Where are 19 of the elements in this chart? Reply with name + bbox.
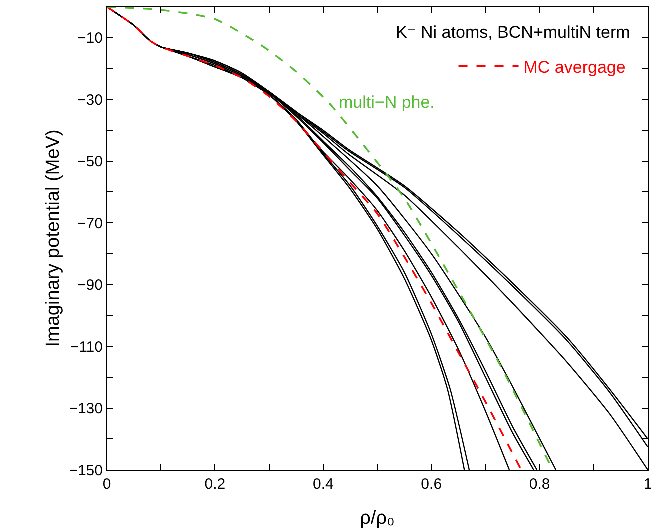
y-tick-label: −130 bbox=[69, 400, 103, 418]
y-tick-label: −70 bbox=[78, 215, 103, 232]
annotation: K⁻ Ni atoms, BCN+multiN term bbox=[396, 23, 630, 42]
y-tick-label: −110 bbox=[70, 338, 103, 356]
x-tick-label: 1 bbox=[644, 476, 652, 493]
series-label: multi−N phe. bbox=[339, 93, 435, 112]
x-tick-label: 0.4 bbox=[312, 476, 334, 493]
x-tick-label: 0.2 bbox=[204, 476, 226, 493]
x-axis-title: ρ/ρ₀ bbox=[360, 508, 395, 529]
legend-label: MC avergage bbox=[524, 58, 626, 77]
y-tick-label: −150 bbox=[69, 462, 103, 480]
y-axis-title: Imaginary potential (MeV) bbox=[43, 130, 64, 348]
x-tick-label: 0.6 bbox=[421, 476, 442, 493]
y-tick-label: −10 bbox=[78, 30, 103, 48]
y-tick-label: −30 bbox=[78, 92, 103, 109]
x-tick-label: 0.8 bbox=[529, 476, 550, 493]
y-tick-label: −90 bbox=[78, 277, 103, 294]
x-tick-label: 0 bbox=[102, 476, 112, 493]
y-tick-label: −50 bbox=[78, 154, 103, 171]
